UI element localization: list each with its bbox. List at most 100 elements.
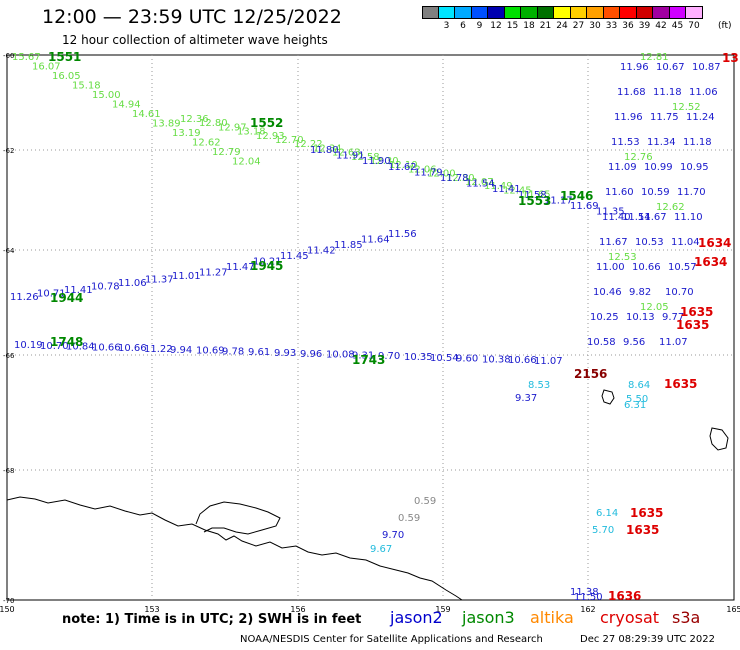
legend-label: 12 (490, 21, 502, 31)
legend-swatch (686, 6, 703, 19)
wave-height-label: 12.80 (199, 118, 228, 129)
pass-time-label: 13 (722, 51, 739, 65)
wave-height-label: 12.70 (275, 135, 304, 146)
coastline (6, 496, 463, 601)
wave-height-label: 11.54 (466, 179, 495, 190)
wave-height-label: 10.78 (91, 282, 120, 293)
wave-height-label: 11.91 (336, 151, 365, 162)
wave-height-label: 11.80 (310, 145, 339, 156)
map-title: 12:00 — 23:59 UTC 12/25/2022 (42, 6, 342, 28)
pass-time-label: 1743 (352, 353, 385, 367)
legend-label: 42 (655, 21, 667, 31)
wave-height-label: 10.21 (253, 257, 282, 268)
satellite-legend-s3a: s3a (672, 608, 701, 627)
wave-height-label: 11.18 (683, 137, 712, 148)
legend-label: 15 (506, 21, 519, 31)
wave-height-label: 11.68 (617, 87, 646, 98)
wave-height-label: 11.90 (362, 156, 391, 167)
wave-height-label: 11.41 (492, 184, 521, 195)
wave-height-label: 10.54 (430, 353, 459, 364)
wave-height-label: 11.49 (484, 181, 513, 192)
legend-label: 36 (622, 21, 634, 31)
pass-time-label: 1945 (250, 259, 283, 273)
wave-height-label: 11.67 (599, 237, 628, 248)
wave-height-label: 11.53 (611, 137, 640, 148)
wave-height-label: 12.22 (294, 139, 323, 150)
wave-height-label: 11.45 (280, 251, 309, 262)
legend-label: 24 (556, 21, 568, 31)
wave-height-label: 10.67 (656, 62, 685, 73)
lon-tick-label: 165 (726, 605, 740, 614)
wave-height-label: 10.70 (665, 287, 694, 298)
map-frame (6, 54, 735, 601)
wave-height-label: 11.64 (361, 235, 390, 246)
island-outline-east (709, 427, 729, 451)
wave-height-label: 11.06 (689, 87, 718, 98)
wave-height-label: 15.67 (12, 52, 41, 63)
satellite-legend-altika: altika (530, 608, 574, 627)
wave-height-label: 6.14 (596, 508, 618, 519)
wave-height-label: 11.09 (608, 162, 637, 173)
lon-tick-label: 159 (435, 605, 450, 614)
wave-height-label: 11.01 (172, 271, 201, 282)
wave-height-label: 8.53 (528, 380, 550, 391)
wave-height-label: 12.63 (332, 148, 361, 159)
wave-height-label: 11.22 (144, 344, 173, 355)
wave-height-label: 10.95 (680, 162, 709, 173)
wave-height-label: 10.69 (196, 346, 225, 357)
lat-tick-label: -68 (3, 467, 14, 475)
lat-tick-label: -66 (3, 352, 15, 360)
wave-height-label: 12.62 (192, 138, 221, 149)
wave-height-label: 16.07 (32, 62, 61, 73)
coast-inlet (195, 501, 281, 535)
wave-height-label: 12.52 (672, 102, 701, 113)
wave-height-label: 11.40 (602, 212, 631, 223)
wave-height-label: 10.35 (404, 352, 433, 363)
legend-swatch (537, 6, 554, 19)
wave-height-label: 9.70 (378, 351, 400, 362)
wave-height-label: 12.07 (465, 177, 494, 188)
pass-time-label: 1634 (698, 236, 731, 250)
wave-height-label: 14.61 (132, 109, 161, 120)
wave-height-label: 9.96 (300, 349, 322, 360)
wave-height-label: 10.87 (692, 62, 721, 73)
pass-time-label: 1636 (608, 589, 641, 603)
pass-time-label: 1634 (694, 255, 727, 269)
wave-height-label: 10.57 (668, 262, 697, 273)
wave-height-label: 14.94 (112, 100, 141, 111)
wave-height-label: 12.97 (218, 122, 247, 133)
wave-height-label: 11.50 (574, 592, 603, 603)
wave-height-label: 10.25 (590, 312, 619, 323)
wave-height-label: 11.65 (522, 190, 551, 201)
wave-height-label: 10.38 (482, 354, 511, 365)
wave-height-label: 11.37 (145, 275, 174, 286)
wave-height-label: 11.06 (118, 278, 147, 289)
wave-height-label: 11.69 (570, 201, 599, 212)
wave-height-label: 15.00 (92, 90, 121, 101)
legend-swatch (554, 6, 571, 19)
lat-tick-label: -64 (3, 247, 15, 255)
wave-height-label: 11.26 (10, 292, 39, 303)
pass-time-label: 1552 (250, 116, 283, 130)
wave-height-label: 9.37 (515, 393, 537, 404)
wave-height-label: 9.56 (623, 337, 645, 348)
wave-height-label: 12.81 (640, 52, 669, 63)
wave-height-label: 11.42 (307, 246, 336, 257)
wave-height-label: 11.17 (544, 195, 573, 206)
wave-height-label: 9.67 (370, 544, 392, 555)
legend-swatch (669, 6, 686, 19)
wave-height-label: 13.89 (152, 119, 181, 130)
wave-height-label: 12.10 (389, 160, 418, 171)
wave-height-label: 10.13 (626, 312, 655, 323)
wave-height-label: 11.07 (659, 337, 688, 348)
legend-label: 21 (539, 21, 552, 31)
legend-label: 6 (460, 21, 466, 31)
pass-time-label: 1635 (626, 523, 659, 537)
satellite-legend-jason2: jason2 (390, 608, 443, 627)
legend-swatch (603, 6, 620, 19)
wave-height-label: 11.70 (677, 187, 706, 198)
legend-swatch (636, 6, 653, 19)
wave-height-label: 11.35 (596, 207, 625, 218)
lon-tick-label: 150 (0, 605, 15, 614)
